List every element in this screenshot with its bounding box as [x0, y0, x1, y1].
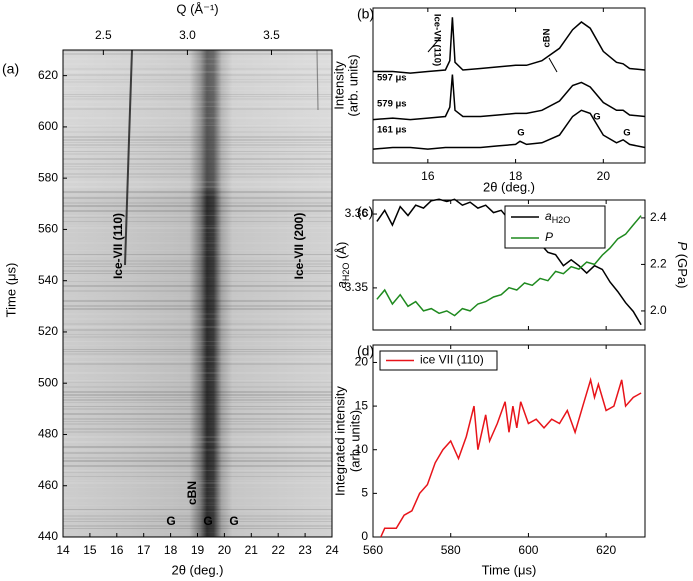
data-line — [372, 109, 646, 150]
annotation: G — [517, 128, 524, 139]
y-axis-title: Time (μs) — [3, 263, 18, 318]
annotation: G — [229, 514, 238, 528]
data-line — [376, 215, 642, 317]
y-tick-label: 580 — [38, 170, 58, 184]
legend-label-part: a — [545, 209, 552, 223]
x-tick-label: 620 — [596, 543, 616, 557]
y-axis-title: Integrated intensity — [332, 386, 347, 496]
legend-label: ice VII (110) — [420, 353, 484, 367]
x2-axis-title: Q (Å⁻¹) — [176, 1, 218, 16]
axes-frame — [372, 199, 646, 331]
x-tick-label: 17 — [137, 543, 151, 557]
x-tick-label: 20 — [597, 169, 611, 183]
x-tick-label: 16 — [110, 543, 124, 557]
annotation: cBN — [542, 28, 553, 47]
annotation: G — [203, 514, 212, 528]
y-axis-title-sub: H2O — [341, 263, 351, 282]
annotation: Ice-VII (110) — [431, 14, 442, 66]
x-tick-label: 560 — [363, 543, 383, 557]
trace-label: 579 μs — [377, 99, 407, 110]
y-tick-label: 2.2 — [650, 257, 667, 271]
y-tick-label: 500 — [38, 375, 58, 389]
y-tick-label: 20 — [355, 355, 369, 369]
legend-label-part: P — [545, 230, 553, 244]
y2-axis-title: P (GPa) — [675, 242, 690, 289]
y-tick-label: 15 — [355, 398, 369, 412]
x-tick-label: 22 — [272, 543, 286, 557]
annotation: G — [623, 128, 630, 139]
y-axis-title: aH2O (Å) — [334, 242, 351, 289]
annotation: G — [166, 514, 175, 528]
y-axis-title: (arb. units) — [347, 410, 362, 472]
y-tick-label: 2.4 — [650, 210, 667, 224]
x-tick-label: 18 — [164, 543, 178, 557]
x-tick-label: 19 — [191, 543, 205, 557]
legend-label: P — [545, 230, 553, 244]
leader — [427, 37, 441, 53]
y-tick-label: 540 — [38, 273, 58, 287]
y-tick-label: 600 — [38, 119, 58, 133]
y2-axis-title-part: (GPa) — [675, 250, 690, 288]
leader — [548, 57, 558, 73]
y-tick-label: 560 — [38, 222, 58, 236]
x2-tick-label: 3.5 — [263, 28, 280, 42]
axes-frame — [372, 344, 646, 538]
annotation: Ice-VII (110) — [111, 213, 125, 279]
x-axis-title: 2θ (deg.) — [171, 562, 223, 577]
panel-label: (b) — [357, 6, 374, 22]
x-tick-label: 14 — [56, 543, 70, 557]
x2-tick-label: 3.0 — [179, 28, 196, 42]
y-tick-label: 10 — [355, 442, 369, 456]
y-axis-title: (arb. units) — [345, 54, 360, 116]
y-tick-label: 5 — [361, 486, 368, 500]
trace-label: 597 μs — [377, 73, 407, 84]
y-tick-label: 520 — [38, 324, 58, 338]
y-tick-label: 440 — [38, 529, 58, 543]
x-axis-title: Time (μs) — [482, 562, 537, 577]
panel-label: (d) — [357, 343, 374, 359]
axes-frame — [372, 7, 646, 164]
data-line — [372, 74, 646, 121]
ice-line-faint — [316, 49, 319, 111]
x2-tick-label: 2.5 — [95, 28, 112, 42]
y-tick-label: 0 — [361, 529, 368, 543]
legend-box — [379, 350, 498, 371]
x-tick-label: 18 — [509, 169, 523, 183]
x-tick-label: 24 — [325, 543, 339, 557]
y-tick-label: 3.36 — [345, 206, 369, 220]
y-tick-label: 480 — [38, 427, 58, 441]
panel-label: (c) — [357, 204, 373, 220]
x-tick-label: 15 — [83, 543, 97, 557]
x-tick-label: 600 — [518, 543, 538, 557]
annotation: Ice-VII (200) — [292, 213, 306, 280]
x-tick-label: 16 — [421, 169, 435, 183]
y-axis-title-part: (Å) — [334, 242, 349, 263]
image-fade — [63, 50, 332, 537]
y-tick-label: 460 — [38, 478, 58, 492]
legend-label: aH2O — [545, 209, 570, 225]
y-axis-title: Intensity — [331, 61, 346, 110]
y2-axis-title-part: P — [675, 242, 690, 251]
panel-label: (a) — [2, 61, 19, 77]
x-tick-label: 20 — [218, 543, 232, 557]
data-line — [380, 376, 642, 538]
y-tick-label: 3.35 — [345, 280, 369, 294]
trace-label: 161 μs — [377, 125, 407, 136]
annotation: G — [593, 112, 600, 123]
ice-line — [124, 49, 133, 266]
x-tick-label: 580 — [441, 543, 461, 557]
x-axis-title: 2θ (deg.) — [483, 179, 535, 194]
y-tick-label: 620 — [38, 68, 58, 82]
x-tick-label: 21 — [245, 543, 259, 557]
legend-box — [504, 205, 606, 249]
x-tick-label: 23 — [298, 543, 312, 557]
y-axis-title-part: a — [334, 281, 349, 288]
data-line — [373, 17, 646, 74]
legend-label-sub: H2O — [552, 215, 571, 225]
y-tick-label: 2.0 — [650, 303, 667, 317]
annotation: cBN — [185, 481, 199, 505]
